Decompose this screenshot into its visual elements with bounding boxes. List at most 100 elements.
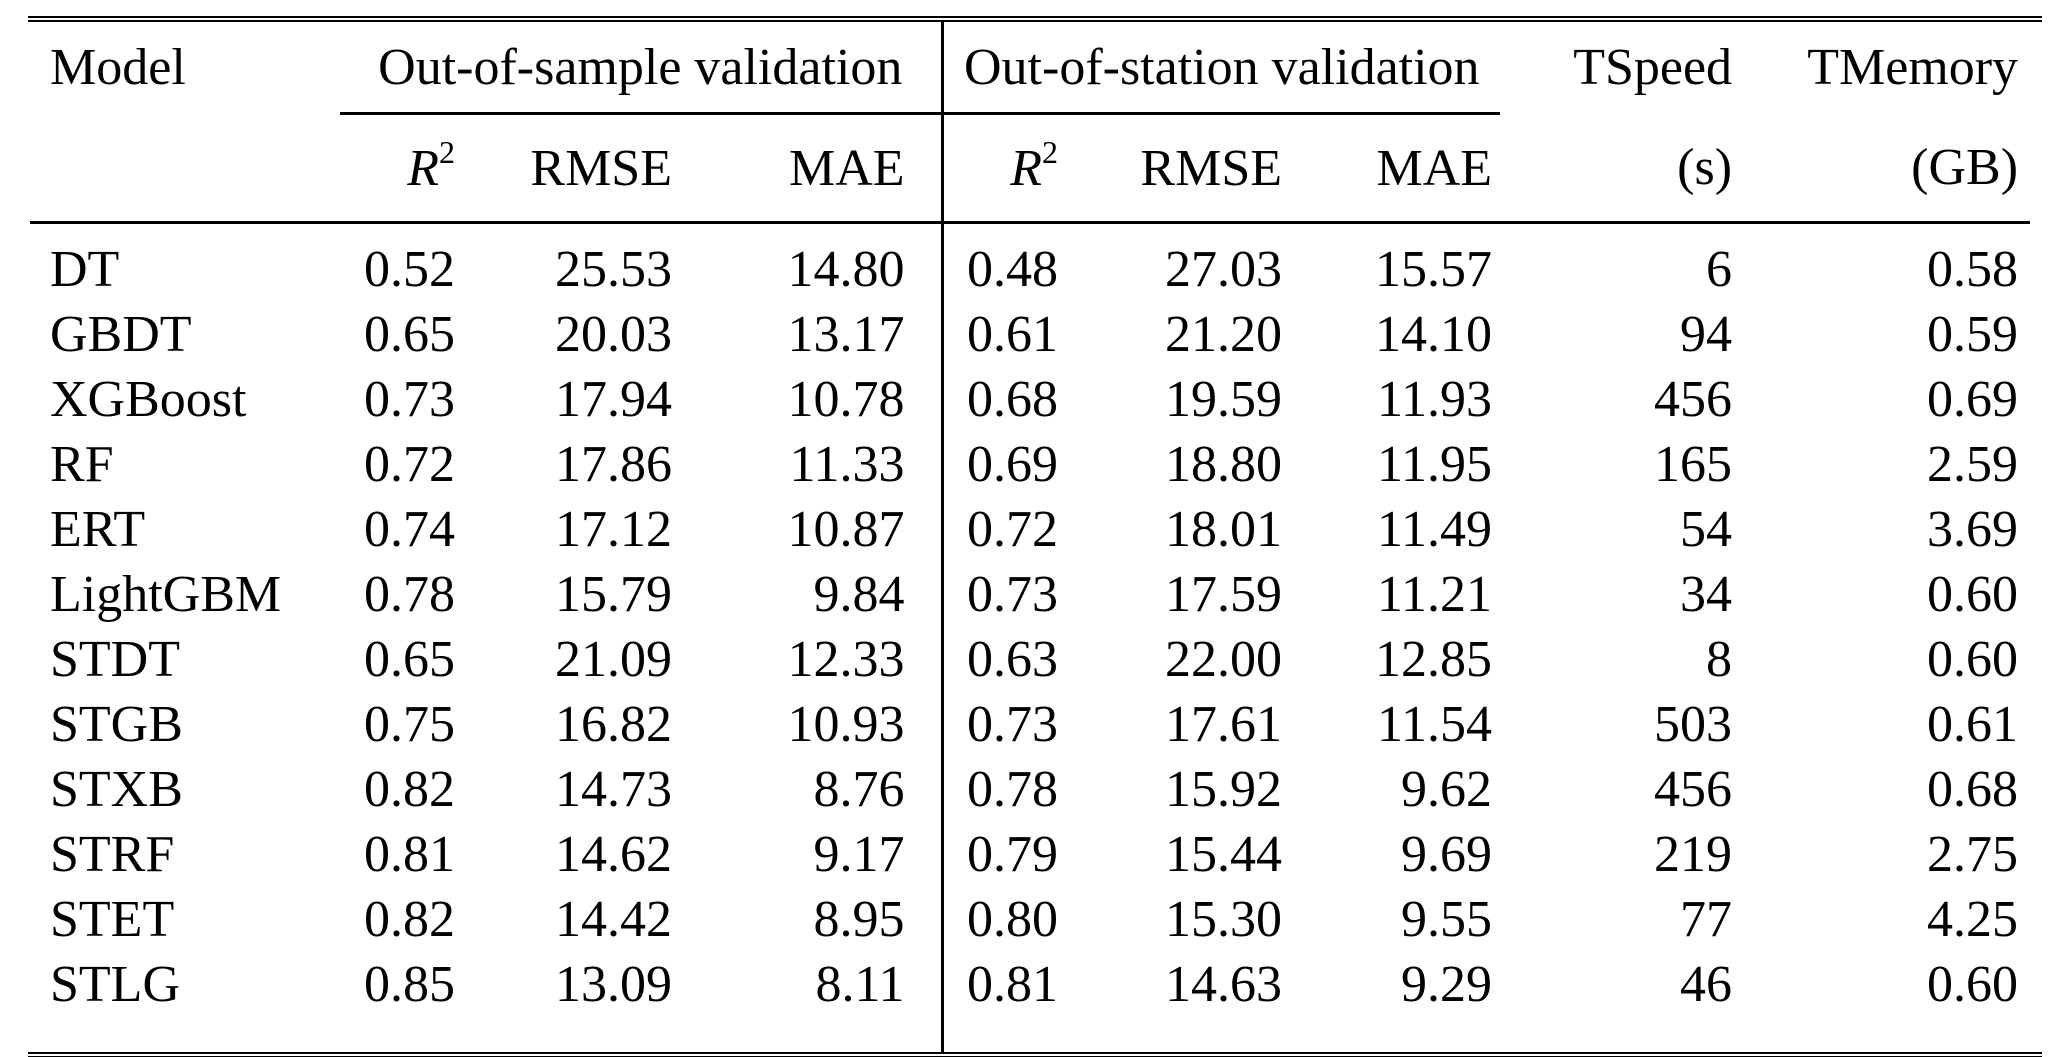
subheader-rmse-oos: RMSE [465, 113, 680, 224]
cell-tmemory: 0.68 [1927, 761, 2019, 818]
cell-st_rmse: 15.30 [1165, 891, 1283, 948]
cell-st_r2: 0.68 [967, 371, 1059, 428]
subheader-rmse-station: RMSE [1072, 113, 1291, 224]
cell-oos_r2: 0.78 [364, 566, 455, 623]
table-row: STDT 0.65 21.09 12.33 0.63 22.00 12.85 8 0.60 [30, 627, 2030, 692]
cell-st_mae: 11.49 [1376, 501, 1493, 558]
column-header-tmemory: TMemory [1807, 39, 2019, 97]
cell-oos_rmse: 16.82 [555, 696, 672, 753]
cell-oos_r2: 0.73 [364, 371, 455, 428]
cell-st_rmse: 18.01 [1165, 501, 1283, 558]
cell-tspeed: 6 [1706, 241, 1733, 298]
cell-st_rmse: 19.59 [1165, 371, 1283, 428]
cell-st_r2: 0.78 [967, 761, 1059, 818]
cell-oos_rmse: 17.94 [555, 371, 672, 428]
cell-oos_rmse: 13.09 [555, 956, 672, 1013]
cell-tspeed: 219 [1654, 826, 1733, 883]
cell-model: STET [50, 891, 175, 948]
table-top-rule [28, 16, 2042, 22]
cell-tspeed: 34 [1680, 566, 1733, 623]
cell-tmemory: 0.60 [1927, 631, 2019, 688]
cell-oos_mae: 9.84 [680, 562, 944, 627]
cell-tmemory: 2.59 [1927, 436, 2019, 493]
cell-tspeed: 94 [1680, 306, 1733, 363]
cell-st_r2: 0.63 [967, 631, 1059, 688]
cell-tmemory: 4.25 [1927, 891, 2019, 948]
cell-oos_mae: 10.78 [680, 367, 944, 432]
cell-tmemory: 3.69 [1927, 501, 2019, 558]
cell-model: RF [50, 436, 114, 493]
cell-oos_mae: 8.95 [680, 887, 944, 952]
model-validation-results-table: Model Out-of-sample validation Out-of-st… [30, 22, 2031, 1052]
cell-st_mae: 11.93 [1376, 371, 1493, 428]
cell-oos_rmse: 20.03 [555, 306, 672, 363]
cell-model: GBDT [50, 306, 192, 363]
cell-oos_r2: 0.72 [364, 436, 455, 493]
cell-oos_r2: 0.85 [364, 956, 455, 1013]
cell-oos_r2: 0.82 [364, 761, 455, 818]
table-row: LightGBM 0.78 15.79 9.84 0.73 17.59 11.21 34 0.6… [30, 562, 2030, 627]
cell-st_mae: 14.10 [1375, 306, 1493, 363]
table-row: DT 0.52 25.53 14.80 0.48 27.03 15.57 6 0.58 [30, 222, 2030, 302]
r2-symbol: R [407, 139, 439, 197]
cell-st_mae: 9.69 [1401, 826, 1493, 883]
cell-oos_r2: 0.81 [364, 826, 455, 883]
cell-st_r2: 0.81 [967, 956, 1059, 1013]
cell-st_mae: 15.57 [1375, 241, 1493, 298]
table-row: STXB 0.82 14.73 8.76 0.78 15.92 9.62 456 0.68 [30, 757, 2030, 822]
subheader-tmemory-unit: (GB) [1740, 113, 2031, 224]
cell-tmemory: 0.60 [1927, 566, 2019, 623]
cell-st_r2: 0.73 [967, 566, 1059, 623]
cell-oos_mae: 8.11 [680, 952, 944, 1052]
table-row: STET 0.82 14.42 8.95 0.80 15.30 9.55 77 4.25 [30, 887, 2030, 952]
cell-st_rmse: 22.00 [1165, 631, 1283, 688]
subheader-r2-station: R2 [942, 113, 1073, 224]
cell-st_r2: 0.69 [967, 436, 1059, 493]
cell-model: STLG [50, 956, 180, 1013]
sub-header-row: R2 RMSE MAE R2 RMSE MAE (s) (GB) [30, 113, 2031, 224]
cell-st_rmse: 15.92 [1165, 761, 1283, 818]
r2-superscript: 2 [1042, 133, 1059, 170]
table-row: XGBoost 0.73 17.94 10.78 0.68 19.59 11.93 456 0.… [30, 367, 2030, 432]
cell-tmemory: 0.59 [1927, 306, 2019, 363]
cell-model: STXB [50, 761, 183, 818]
cell-st_rmse: 17.59 [1165, 566, 1283, 623]
table-bottom-rule [28, 1052, 2042, 1057]
group-header-out-of-sample: Out-of-sample validation [340, 22, 944, 115]
cell-tspeed: 503 [1654, 696, 1733, 753]
cell-st_rmse: 14.63 [1165, 956, 1283, 1013]
table-row: RF 0.72 17.86 11.33 0.69 18.80 11.95 165 2.59 [30, 432, 2030, 497]
subheader-r2-oos: R2 [340, 113, 465, 224]
cell-st_mae: 12.85 [1375, 631, 1493, 688]
cell-tmemory: 0.69 [1927, 371, 2019, 428]
cell-st_rmse: 18.80 [1165, 436, 1283, 493]
cell-st_mae: 11.21 [1376, 566, 1493, 623]
cell-oos_rmse: 14.42 [555, 891, 672, 948]
cell-st_mae: 9.29 [1401, 956, 1493, 1013]
cell-model: STGB [50, 696, 183, 753]
cell-model: STDT [50, 631, 180, 688]
table-row: STGB 0.75 16.82 10.93 0.73 17.61 11.54 503 0.61 [30, 692, 2030, 757]
cell-oos_rmse: 14.73 [555, 761, 672, 818]
cell-st_mae: 9.62 [1401, 761, 1493, 818]
cell-oos_mae: 8.76 [680, 757, 944, 822]
cell-tspeed: 456 [1654, 371, 1733, 428]
cell-tmemory: 0.61 [1927, 696, 2019, 753]
cell-tspeed: 46 [1680, 956, 1733, 1013]
cell-tmemory: 2.75 [1927, 826, 2019, 883]
cell-oos_rmse: 25.53 [555, 241, 672, 298]
cell-st_mae: 9.55 [1401, 891, 1493, 948]
table-row: ERT 0.74 17.12 10.87 0.72 18.01 11.49 54 3.69 [30, 497, 2030, 562]
column-header-tspeed: TSpeed [1573, 39, 1733, 97]
cell-tspeed: 54 [1680, 501, 1733, 558]
cell-st_r2: 0.79 [967, 826, 1059, 883]
cell-tmemory: 0.60 [1927, 956, 2019, 1013]
group-header-row: Model Out-of-sample validation Out-of-st… [30, 22, 2030, 115]
cell-st_r2: 0.61 [967, 306, 1059, 363]
table-body: DT 0.52 25.53 14.80 0.48 27.03 15.57 6 0.58 GBDT 0… [30, 222, 2030, 1052]
cell-oos_r2: 0.75 [364, 696, 455, 753]
cell-st_rmse: 15.44 [1165, 826, 1283, 883]
cell-model: ERT [50, 501, 146, 558]
cell-oos_rmse: 14.62 [555, 826, 672, 883]
